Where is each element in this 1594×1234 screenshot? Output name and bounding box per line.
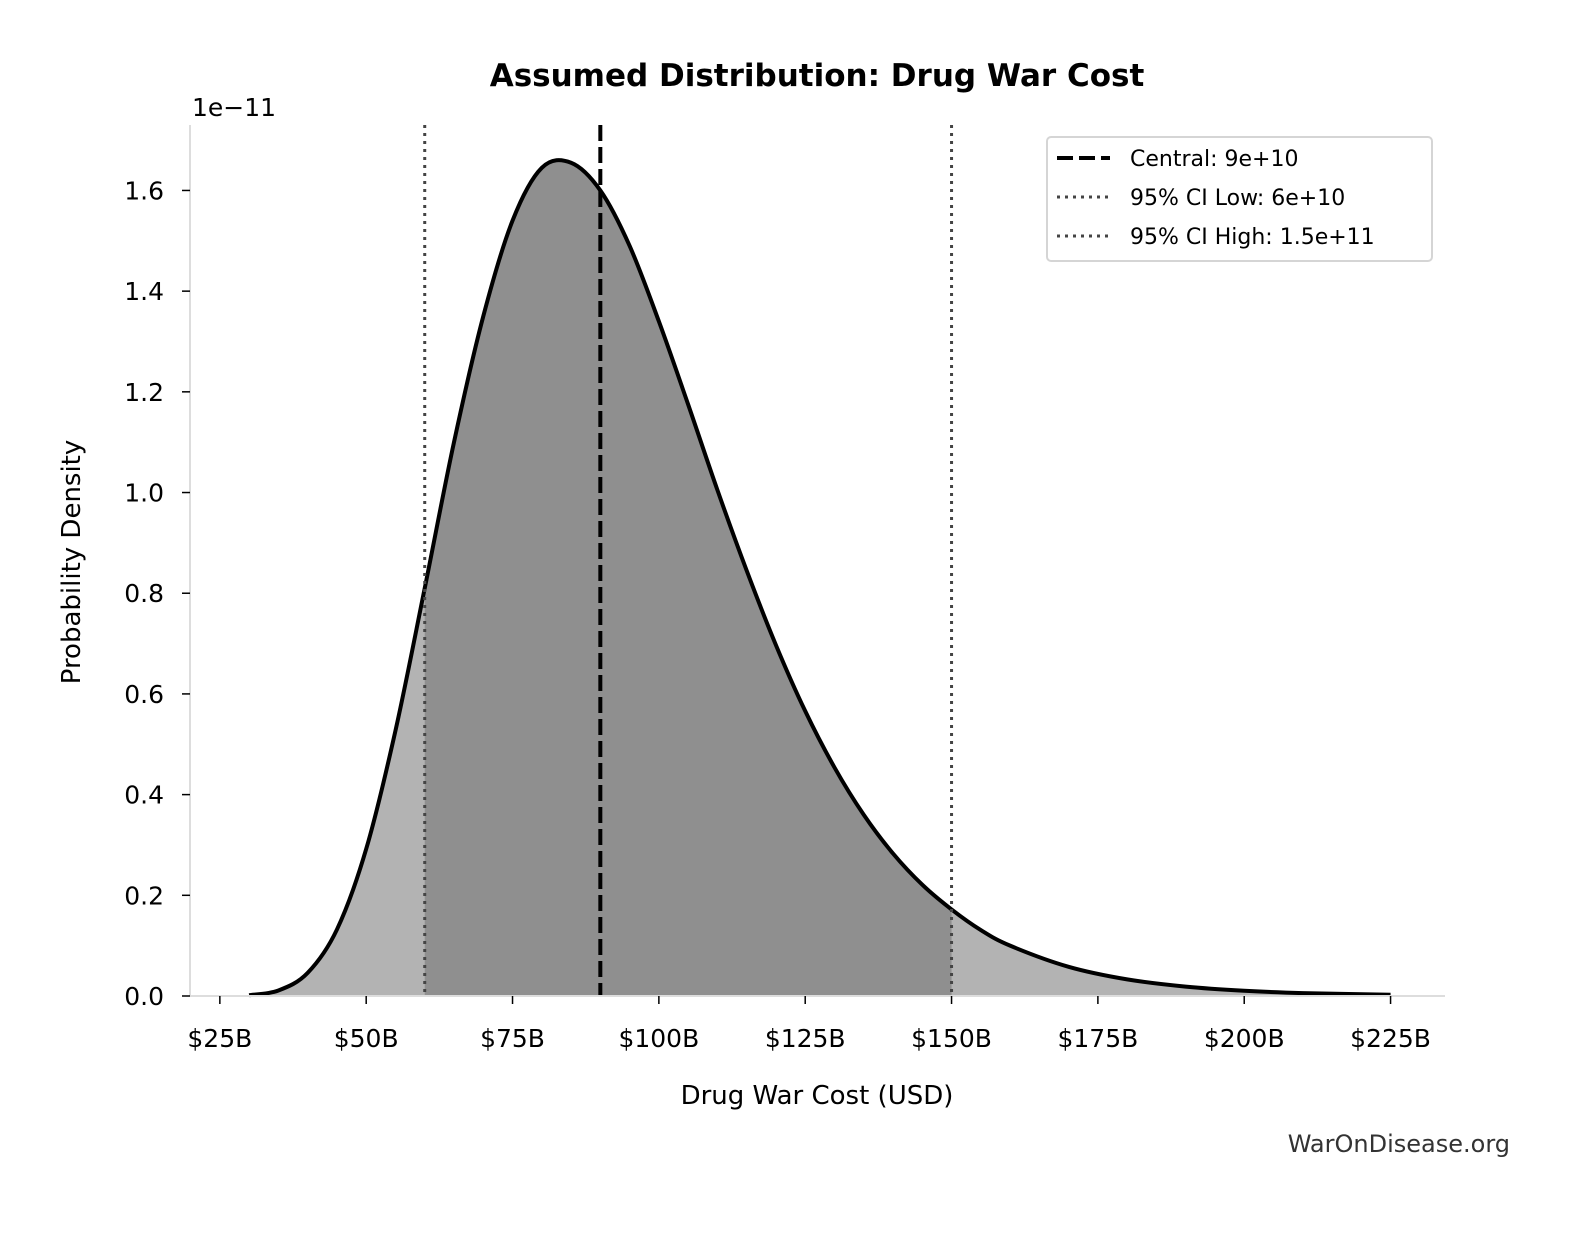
y-tick-label: 1.6 <box>124 176 164 205</box>
x-tick-label: $225B <box>1350 1024 1431 1053</box>
y-tick-label: 0.0 <box>124 982 164 1011</box>
y-tick-label: 0.4 <box>124 781 164 810</box>
x-tick-label: $50B <box>334 1024 399 1053</box>
x-axis-label: Drug War Cost (USD) <box>681 1081 954 1111</box>
x-tick-label: $200B <box>1204 1024 1285 1053</box>
y-tick-label: 0.2 <box>124 881 164 910</box>
y-tick-label: 0.6 <box>124 680 164 709</box>
y-tick-label: 1.0 <box>124 479 164 508</box>
x-tick-label: $175B <box>1057 1024 1138 1053</box>
legend: Central: 9e+10 95% CI Low: 6e+10 95% CI … <box>1046 136 1433 262</box>
legend-ci-low-label: 95% CI Low: 6e+10 <box>1130 186 1345 211</box>
y-axis-label: Probability Density <box>57 440 87 685</box>
density-area-ci <box>424 160 952 997</box>
plot-area: $25B $50B $75B $100B $125B $150B $175B $200B $22… <box>124 125 1445 1053</box>
y-offset-label: 1e−11 <box>192 93 276 122</box>
watermark: WarOnDisease.org <box>1288 1130 1510 1158</box>
y-tick-label: 1.2 <box>124 378 164 407</box>
y-tick-label: 1.4 <box>124 277 164 306</box>
legend-central-label: Central: 9e+10 <box>1130 147 1298 172</box>
legend-ci-high-label: 95% CI High: 1.5e+11 <box>1130 225 1375 250</box>
x-tick-label: $150B <box>911 1024 992 1053</box>
x-tick-label: $25B <box>187 1024 252 1053</box>
x-tick-label: $100B <box>618 1024 699 1053</box>
x-tick-label: $125B <box>765 1024 846 1053</box>
y-tick-label: 0.8 <box>124 579 164 608</box>
density-curve <box>248 158 1391 998</box>
chart-title: Assumed Distribution: Drug War Cost <box>490 58 1145 94</box>
legend-box <box>1046 136 1433 262</box>
x-tick-label: $75B <box>480 1024 545 1053</box>
